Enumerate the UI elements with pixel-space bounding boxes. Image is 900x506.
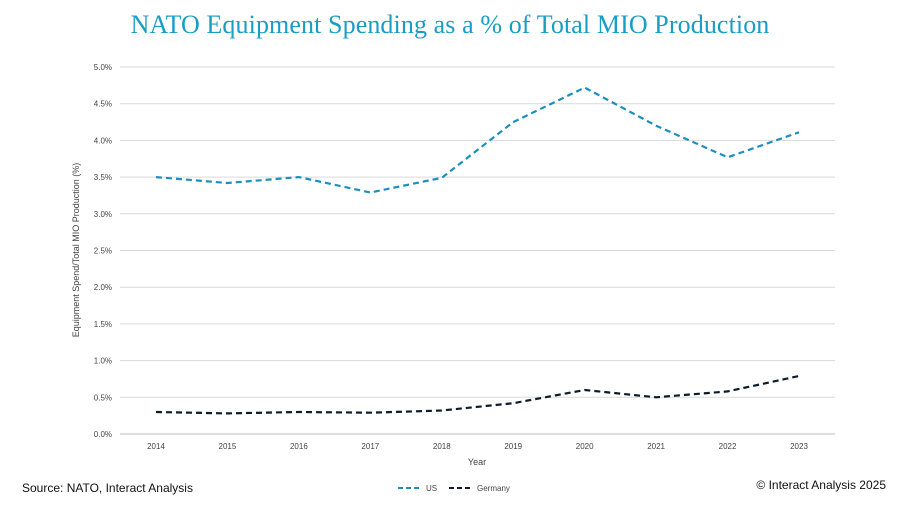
x-tick-label: 2017 <box>361 442 379 451</box>
y-tick-label: 3.0% <box>94 210 112 219</box>
y-tick-label: 0.0% <box>94 430 112 439</box>
legend: US Germany <box>398 484 510 493</box>
legend-label: US <box>426 484 437 493</box>
y-axis-label: Equipment Spend/Total MIO Production (%) <box>71 163 81 338</box>
x-tick-label: 2016 <box>290 442 308 451</box>
y-tick-label: 4.5% <box>94 100 112 109</box>
y-axis-ticks: 0.0% 0.5% 1.0% 1.5% 2.0% 2.5% 3.0% 3.5% 4.0% 4.5%… <box>94 63 112 439</box>
gridlines <box>120 66 835 435</box>
x-tick-label: 2019 <box>504 442 522 451</box>
y-tick-label: 2.0% <box>94 283 112 292</box>
series-line-us <box>155 86 800 194</box>
x-tick-label: 2021 <box>647 442 665 451</box>
chart-title: NATO Equipment Spending as a % of Total … <box>130 10 770 39</box>
x-tick-label: 2014 <box>147 442 165 451</box>
x-tick-label: 2020 <box>576 442 594 451</box>
x-axis-ticks: 2014 2015 2016 2017 2018 2019 2020 2021 2022 2023 <box>147 442 808 451</box>
y-tick-label: 3.5% <box>94 173 112 182</box>
x-tick-label: 2022 <box>719 442 737 451</box>
x-tick-label: 2018 <box>433 442 451 451</box>
x-axis-label: Year <box>468 457 486 467</box>
copyright-note: © Interact Analysis 2025 <box>756 478 886 492</box>
series-line-germany <box>155 374 800 415</box>
y-tick-label: 5.0% <box>94 63 112 72</box>
y-tick-label: 4.0% <box>94 136 112 145</box>
y-tick-label: 2.5% <box>94 247 112 256</box>
legend-label: Germany <box>477 484 510 493</box>
x-tick-label: 2023 <box>790 442 808 451</box>
x-tick-label: 2015 <box>219 442 237 451</box>
y-tick-label: 1.0% <box>94 357 112 366</box>
y-tick-label: 0.5% <box>94 393 112 402</box>
series-lines <box>155 86 800 415</box>
y-tick-label: 1.5% <box>94 320 112 329</box>
source-note: Source: NATO, Interact Analysis <box>22 481 193 495</box>
